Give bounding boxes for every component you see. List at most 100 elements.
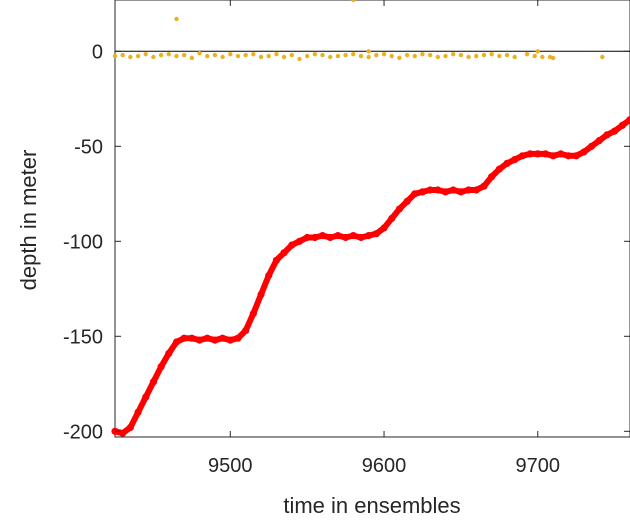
data-point	[451, 51, 456, 57]
data-point	[587, 142, 596, 150]
data-point	[303, 233, 311, 242]
data-point	[235, 53, 241, 59]
data-point	[611, 127, 619, 135]
data-point	[411, 190, 419, 198]
data-point	[449, 186, 457, 194]
data-point	[381, 51, 387, 57]
data-point	[128, 54, 133, 60]
data-point	[126, 423, 134, 432]
series-layer	[111, 0, 630, 437]
series-0	[111, 116, 630, 437]
data-point	[311, 233, 319, 242]
data-point	[180, 334, 188, 342]
data-point	[534, 150, 542, 158]
data-point	[458, 52, 464, 58]
data-point	[341, 233, 350, 242]
series-1	[112, 0, 605, 62]
data-point	[288, 241, 296, 249]
data-point	[488, 173, 496, 181]
data-point	[497, 53, 502, 59]
data-point	[412, 53, 417, 59]
data-point	[403, 197, 411, 205]
data-point	[149, 378, 158, 386]
data-point	[524, 51, 530, 57]
data-point	[564, 152, 573, 160]
data-point	[626, 116, 630, 124]
data-point	[335, 53, 341, 59]
data-point	[242, 327, 250, 335]
data-point	[174, 53, 179, 59]
data-point	[258, 54, 264, 60]
data-point	[365, 232, 373, 240]
data-point	[143, 51, 148, 57]
data-point	[334, 232, 342, 240]
data-point	[504, 52, 510, 58]
data-point	[358, 53, 364, 59]
data-point	[119, 429, 127, 437]
data-point	[426, 186, 434, 194]
y-tick-label: -200	[63, 421, 103, 443]
data-point	[380, 224, 388, 232]
data-point	[289, 52, 294, 58]
data-point	[618, 121, 626, 129]
data-point	[112, 53, 118, 59]
data-point	[349, 232, 357, 240]
data-point	[228, 51, 233, 57]
data-point	[304, 53, 310, 59]
data-point	[535, 49, 540, 54]
data-point	[318, 232, 327, 240]
data-point	[297, 56, 302, 62]
data-point	[572, 152, 580, 160]
data-point	[265, 271, 273, 280]
x-axis-label: time in ensembles	[283, 493, 460, 518]
data-point	[234, 334, 242, 342]
x-tick-label: 9600	[362, 455, 407, 477]
data-point	[165, 349, 173, 357]
data-point	[434, 186, 442, 194]
data-point	[189, 55, 195, 61]
data-point	[441, 188, 450, 196]
data-point	[418, 188, 427, 196]
data-point	[389, 53, 394, 59]
data-point	[188, 334, 196, 342]
x-tick-label: 9500	[208, 455, 253, 477]
data-point	[435, 54, 441, 60]
data-point	[397, 55, 402, 61]
y-tick-label: -50	[74, 136, 103, 158]
data-point	[328, 54, 333, 60]
data-point	[174, 16, 179, 22]
data-point	[181, 52, 187, 58]
data-point	[580, 148, 588, 156]
data-point	[120, 52, 125, 58]
data-point	[272, 256, 281, 264]
tick-layer: 9500 9600 9700 0 -50 -100 -150 -200	[63, 0, 630, 477]
data-point	[541, 150, 550, 158]
data-point	[220, 54, 225, 60]
data-point	[489, 51, 494, 57]
data-point	[512, 54, 517, 60]
data-point	[166, 51, 172, 57]
data-point	[511, 156, 519, 164]
data-point	[550, 55, 556, 61]
data-point	[404, 52, 410, 58]
data-point	[274, 51, 279, 57]
data-point	[395, 205, 404, 213]
data-point	[134, 408, 142, 416]
data-point	[211, 336, 219, 344]
data-point	[172, 338, 181, 346]
data-point	[503, 159, 511, 167]
data-point	[281, 54, 287, 60]
data-point	[374, 52, 379, 58]
data-point	[135, 53, 141, 59]
data-point	[595, 137, 603, 145]
data-point	[158, 52, 164, 58]
data-point	[420, 51, 425, 57]
y-axis-label: depth in meter	[16, 150, 41, 291]
data-point	[480, 182, 488, 190]
data-point	[351, 0, 356, 3]
data-point	[518, 152, 526, 160]
data-point	[197, 51, 202, 56]
y-tick-label: 0	[92, 41, 103, 63]
data-point	[600, 54, 605, 60]
